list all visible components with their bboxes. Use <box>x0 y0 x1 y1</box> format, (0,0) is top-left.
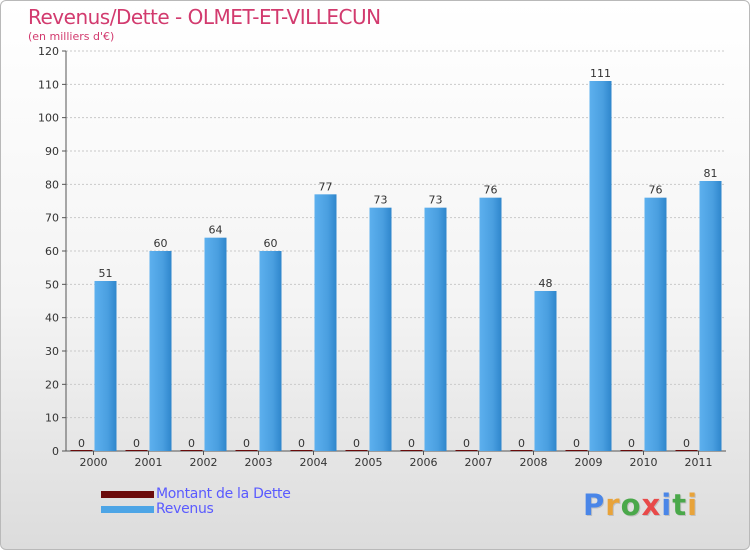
logo-letter: i <box>687 488 699 522</box>
data-label-dette: 0 <box>408 437 415 450</box>
y-tick-label: 50 <box>45 278 59 291</box>
data-label-revenus: 60 <box>154 237 168 250</box>
x-tick-label: 2002 <box>190 456 218 469</box>
logo-letter: o <box>620 488 642 522</box>
bar-dette <box>620 450 643 451</box>
bar-revenus <box>644 197 667 451</box>
x-tick-label: 2007 <box>465 456 493 469</box>
data-label-revenus: 76 <box>484 184 498 197</box>
bar-dette <box>510 450 533 451</box>
bar-dette <box>565 450 588 451</box>
logo-letter: i <box>661 488 673 522</box>
logo-letter: x <box>641 488 662 522</box>
data-label-revenus: 111 <box>590 67 611 80</box>
y-tick-label: 80 <box>45 178 59 191</box>
bar-revenus <box>699 181 722 451</box>
bar-revenus <box>314 194 337 452</box>
data-label-dette: 0 <box>518 437 525 450</box>
data-label-dette: 0 <box>188 437 195 450</box>
x-tick-label: 2011 <box>685 456 713 469</box>
x-tick-label: 2000 <box>80 456 108 469</box>
data-label-revenus: 77 <box>319 180 333 193</box>
bar-dette <box>180 450 203 451</box>
logo-letter: r <box>605 488 621 522</box>
data-label-dette: 0 <box>133 437 140 450</box>
proxiti-logo: Proxiti <box>583 488 698 522</box>
data-label-revenus: 76 <box>649 184 663 197</box>
logo-letter: t <box>672 488 688 522</box>
bar-revenus <box>369 207 392 451</box>
x-tick-label: 2004 <box>300 456 328 469</box>
data-label-dette: 0 <box>243 437 250 450</box>
data-label-revenus: 73 <box>429 194 443 207</box>
y-tick-label: 30 <box>45 345 59 358</box>
bar-dette <box>400 450 423 451</box>
bar-revenus <box>204 237 227 451</box>
bar-dette <box>455 450 478 451</box>
data-label-revenus: 60 <box>264 237 278 250</box>
data-label-revenus: 51 <box>99 267 113 280</box>
logo-letter: P <box>583 488 606 522</box>
legend-swatch-revenus <box>101 506 154 513</box>
y-tick-label: 90 <box>45 145 59 158</box>
bar-revenus <box>259 251 282 451</box>
data-label-dette: 0 <box>78 437 85 450</box>
chart-subtitle: (en milliers d'€) <box>28 30 115 43</box>
data-label-dette: 0 <box>683 437 690 450</box>
y-tick-label: 100 <box>38 112 59 125</box>
data-label-dette: 0 <box>298 437 305 450</box>
data-label-dette: 0 <box>573 437 580 450</box>
x-tick-label: 2006 <box>410 456 438 469</box>
bar-dette <box>70 450 93 451</box>
bar-revenus <box>534 291 557 451</box>
bar-revenus <box>149 251 172 451</box>
data-label-revenus: 73 <box>374 194 388 207</box>
x-tick-label: 2010 <box>630 456 658 469</box>
bar-revenus <box>479 197 502 451</box>
data-label-dette: 0 <box>463 437 470 450</box>
legend-label-dette: Montant de la Dette <box>156 486 291 502</box>
y-tick-label: 60 <box>45 245 59 258</box>
x-tick-label: 2008 <box>520 456 548 469</box>
x-tick-label: 2003 <box>245 456 273 469</box>
bar-dette <box>235 450 258 451</box>
data-label-dette: 0 <box>628 437 635 450</box>
chart-title: Revenus/Dette - OLMET-ET-VILLECUN <box>28 5 381 29</box>
data-label-revenus: 48 <box>539 277 553 290</box>
bar-revenus <box>589 81 612 451</box>
legend-swatch-dette <box>101 491 154 498</box>
y-tick-label: 70 <box>45 212 59 225</box>
x-tick-label: 2001 <box>135 456 163 469</box>
bar-dette <box>345 450 368 451</box>
y-tick-label: 110 <box>38 78 59 91</box>
data-label-revenus: 81 <box>704 167 718 180</box>
y-tick-label: 40 <box>45 312 59 325</box>
x-tick-label: 2005 <box>355 456 383 469</box>
bar-revenus <box>94 281 117 451</box>
legend-label-revenus: Revenus <box>156 501 214 517</box>
bar-dette <box>675 450 698 451</box>
bar-dette <box>125 450 148 451</box>
y-tick-label: 20 <box>45 378 59 391</box>
x-tick-label: 2009 <box>575 456 603 469</box>
bar-dette <box>290 450 313 451</box>
y-tick-label: 120 <box>38 45 59 58</box>
bar-revenus <box>424 207 447 451</box>
y-tick-label: 10 <box>45 412 59 425</box>
data-label-dette: 0 <box>353 437 360 450</box>
y-tick-label: 0 <box>52 445 59 458</box>
data-label-revenus: 64 <box>209 224 223 237</box>
